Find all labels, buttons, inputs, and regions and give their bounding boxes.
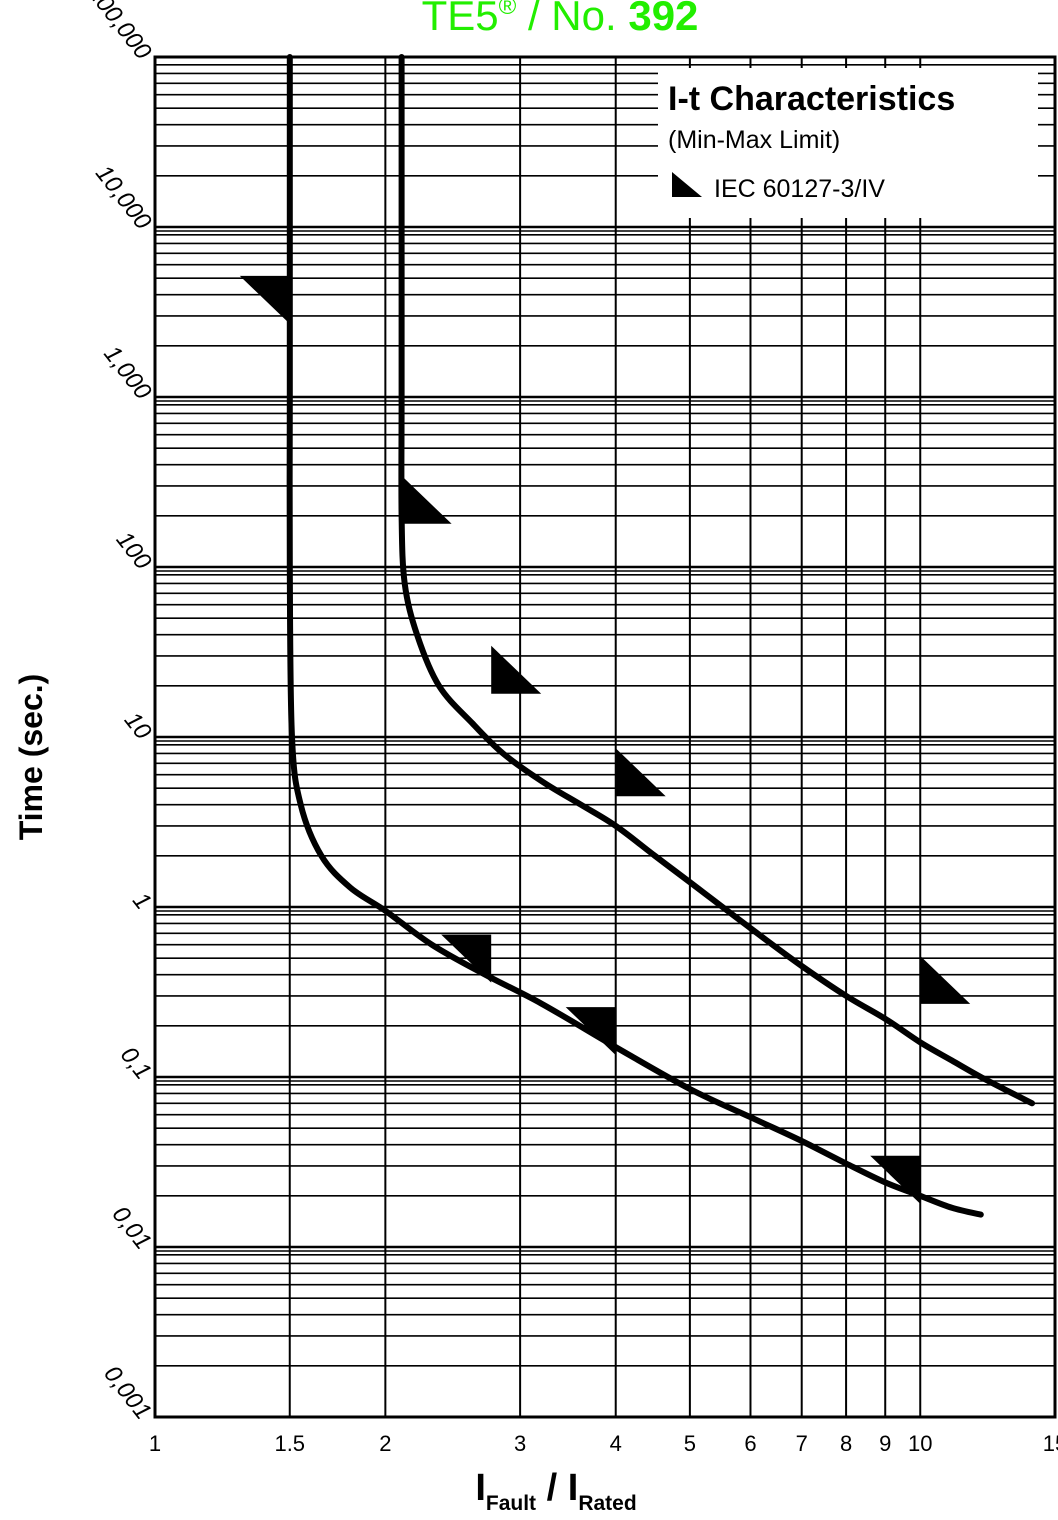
major-grid — [155, 57, 1055, 1417]
iec-limit-marker — [615, 748, 666, 797]
x-tick-label: 6 — [744, 1431, 756, 1456]
x-tick-label: 1 — [149, 1431, 161, 1456]
iec-limit-marker — [870, 1155, 921, 1204]
y-tick-label: 1 — [127, 888, 157, 915]
iec-limit-marker — [920, 955, 971, 1004]
x-tick-label: 1.5 — [274, 1431, 305, 1456]
y-tick-label: 100,000 — [82, 0, 157, 65]
chart-title: TE5® / No. 392 — [422, 0, 699, 39]
y-tick-labels: 100,000 10,000 1,000 100 10 1 0,1 0,01 0,001 — [82, 0, 157, 1425]
x-tick-label: 5 — [684, 1431, 696, 1456]
x-tick-label: 2 — [379, 1431, 391, 1456]
title-number: 392 — [628, 0, 698, 39]
legend-box — [658, 68, 1038, 218]
legend: I-t Characteristics (Min-Max Limit) IEC … — [658, 68, 1038, 218]
iec-limit-marker — [565, 1007, 616, 1056]
y-axis-label: Time (sec.) — [13, 674, 49, 841]
legend-subtitle: (Min-Max Limit) — [668, 126, 840, 154]
x-label-separator: / — [536, 1467, 568, 1509]
y-tick-label: 0,01 — [107, 1201, 157, 1254]
x-label-main-2: I — [568, 1467, 579, 1509]
x-tick-label: 3 — [514, 1431, 526, 1456]
iec-limit-marker — [239, 275, 290, 324]
x-label-sub-2: Rated — [578, 1492, 636, 1515]
x-label-sub-1: Fault — [486, 1492, 536, 1515]
markers — [239, 275, 971, 1204]
x-tick-labels: 1 1.5 2 3 4 5 6 7 8 9 10 15 — [149, 1431, 1058, 1456]
x-tick-label: 7 — [796, 1431, 808, 1456]
curve-series-1 — [286, 54, 984, 1218]
curves — [286, 54, 1036, 1218]
x-label-main-1: I — [475, 1467, 486, 1509]
title-registered-mark: ® — [499, 0, 517, 20]
y-tick-label: 10,000 — [90, 160, 157, 235]
curve-series-2 — [398, 54, 1036, 1107]
x-tick-label: 8 — [840, 1431, 852, 1456]
x-tick-label: 10 — [908, 1431, 932, 1456]
y-tick-label: 0,001 — [98, 1361, 156, 1425]
y-tick-label: 0,1 — [115, 1042, 157, 1085]
x-tick-label: 9 — [879, 1431, 891, 1456]
iec-limit-marker — [441, 934, 492, 983]
x-tick-label: 4 — [610, 1431, 622, 1456]
legend-marker-icon — [672, 172, 702, 197]
legend-marker-label: IEC 60127-3/IV — [714, 175, 885, 203]
y-tick-label: 100 — [111, 527, 157, 576]
x-axis-label: IFault / IRated — [475, 1467, 636, 1515]
title-separator: / No. — [516, 0, 628, 39]
legend-title: I-t Characteristics — [668, 80, 955, 118]
y-tick-label: 10 — [119, 707, 157, 745]
iec-limit-marker — [491, 645, 542, 694]
plot-frame — [153, 55, 1057, 1419]
minor-grid — [155, 63, 1055, 1367]
x-tick-label: 15 — [1043, 1431, 1058, 1456]
y-tick-label: 1,000 — [98, 341, 157, 405]
iec-limit-marker — [401, 475, 452, 524]
title-prefix: TE5 — [422, 0, 499, 39]
